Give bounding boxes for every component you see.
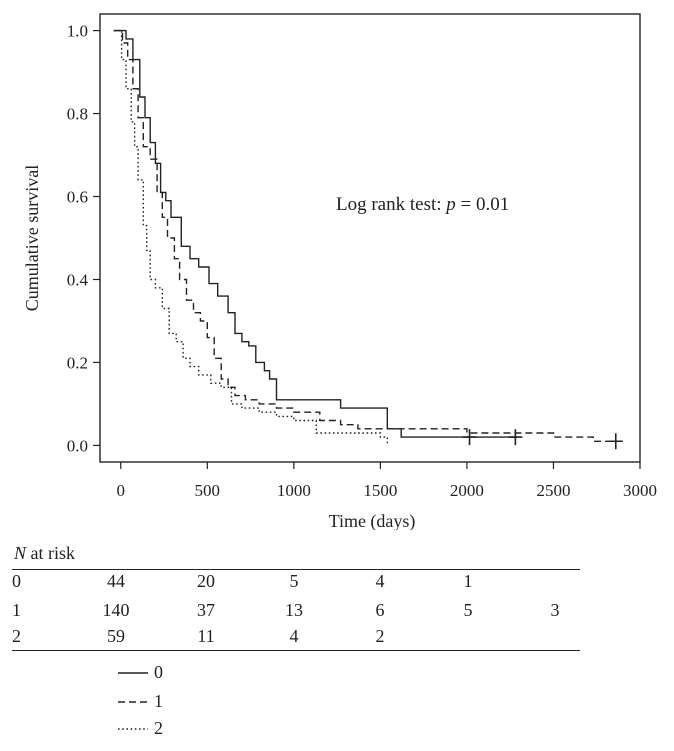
risk-count: 37 xyxy=(197,600,215,620)
y-tick-label: 0.0 xyxy=(67,436,88,455)
risk-count: 1 xyxy=(463,571,473,591)
risk-row-2: 2 59 11 4 2 xyxy=(0,626,674,648)
risk-count: 5 xyxy=(289,571,299,591)
risk-count: 4 xyxy=(375,571,385,591)
risk-table-title: N at risk xyxy=(14,543,75,564)
censor-mark xyxy=(608,433,623,450)
risk-title-var: N xyxy=(14,543,27,563)
risk-count: 59 xyxy=(107,626,125,646)
y-axis: 0.0 0.2 0.4 0.6 0.8 1.0 xyxy=(67,22,100,455)
y-tick-label: 1.0 xyxy=(67,22,88,41)
x-axis-title: Time (days) xyxy=(329,511,416,530)
legend-line-dashed xyxy=(118,701,148,703)
x-tick-label: 0 xyxy=(117,481,126,500)
risk-count: 2 xyxy=(375,626,385,646)
y-tick-label: 0.4 xyxy=(67,270,89,289)
risk-count: 6 xyxy=(375,600,385,620)
censor-mark xyxy=(508,429,523,446)
legend-label: 0 xyxy=(154,662,163,682)
risk-count: 13 xyxy=(285,600,303,620)
risk-table-bottom-rule xyxy=(12,650,580,651)
x-tick-label: 500 xyxy=(195,481,221,500)
log-rank-annotation: Log rank test: p = 0.01 xyxy=(336,194,509,215)
y-tick-label: 0.2 xyxy=(67,353,88,372)
risk-row-0: 0 44 20 5 4 1 xyxy=(0,571,674,593)
legend-label: 2 xyxy=(154,718,163,738)
legend-line-dotted xyxy=(118,728,148,730)
risk-row-group: 0 xyxy=(12,571,21,591)
x-tick-label: 1500 xyxy=(363,481,397,500)
curve-group-0 xyxy=(113,29,518,438)
risk-row-group: 2 xyxy=(12,626,21,646)
risk-count: 11 xyxy=(197,626,215,646)
risk-row-1: 1 140 37 13 6 5 3 xyxy=(0,600,674,622)
annotation-p-symbol: p xyxy=(444,194,456,215)
risk-count: 20 xyxy=(197,571,215,591)
curve-group-2 xyxy=(113,29,388,446)
y-tick-label: 0.8 xyxy=(67,105,88,124)
x-tick-label: 3000 xyxy=(623,481,657,500)
legend-label: 1 xyxy=(154,691,163,711)
risk-count: 3 xyxy=(550,600,560,620)
risk-row-group: 1 xyxy=(12,600,21,620)
risk-count: 44 xyxy=(107,571,125,591)
annotation-prefix: Log rank test: xyxy=(336,194,446,215)
x-tick-label: 2000 xyxy=(450,481,484,500)
x-tick-label: 2500 xyxy=(536,481,570,500)
survival-chart: 0.0 0.2 0.4 0.6 0.8 1.0 0 500 1000 1500 2000 2500 3… xyxy=(22,13,657,530)
y-tick-label: 0.6 xyxy=(67,188,88,207)
annotation-suffix: = 0.01 xyxy=(456,194,509,215)
y-axis-title: Cumulative survival xyxy=(22,165,42,311)
risk-count: 140 xyxy=(102,600,130,620)
x-tick-label: 1000 xyxy=(277,481,311,500)
plot-frame xyxy=(99,13,641,463)
survival-curves xyxy=(113,29,623,450)
risk-table-top-rule xyxy=(12,569,580,570)
risk-count: 5 xyxy=(463,600,473,620)
curve-group-1 xyxy=(113,29,616,442)
risk-title-rest: at risk xyxy=(26,543,76,563)
censor-mark xyxy=(462,429,477,446)
risk-count: 4 xyxy=(289,626,299,646)
legend-line-solid xyxy=(118,672,148,674)
x-axis: 0 500 1000 1500 2000 2500 3000 xyxy=(117,462,657,500)
